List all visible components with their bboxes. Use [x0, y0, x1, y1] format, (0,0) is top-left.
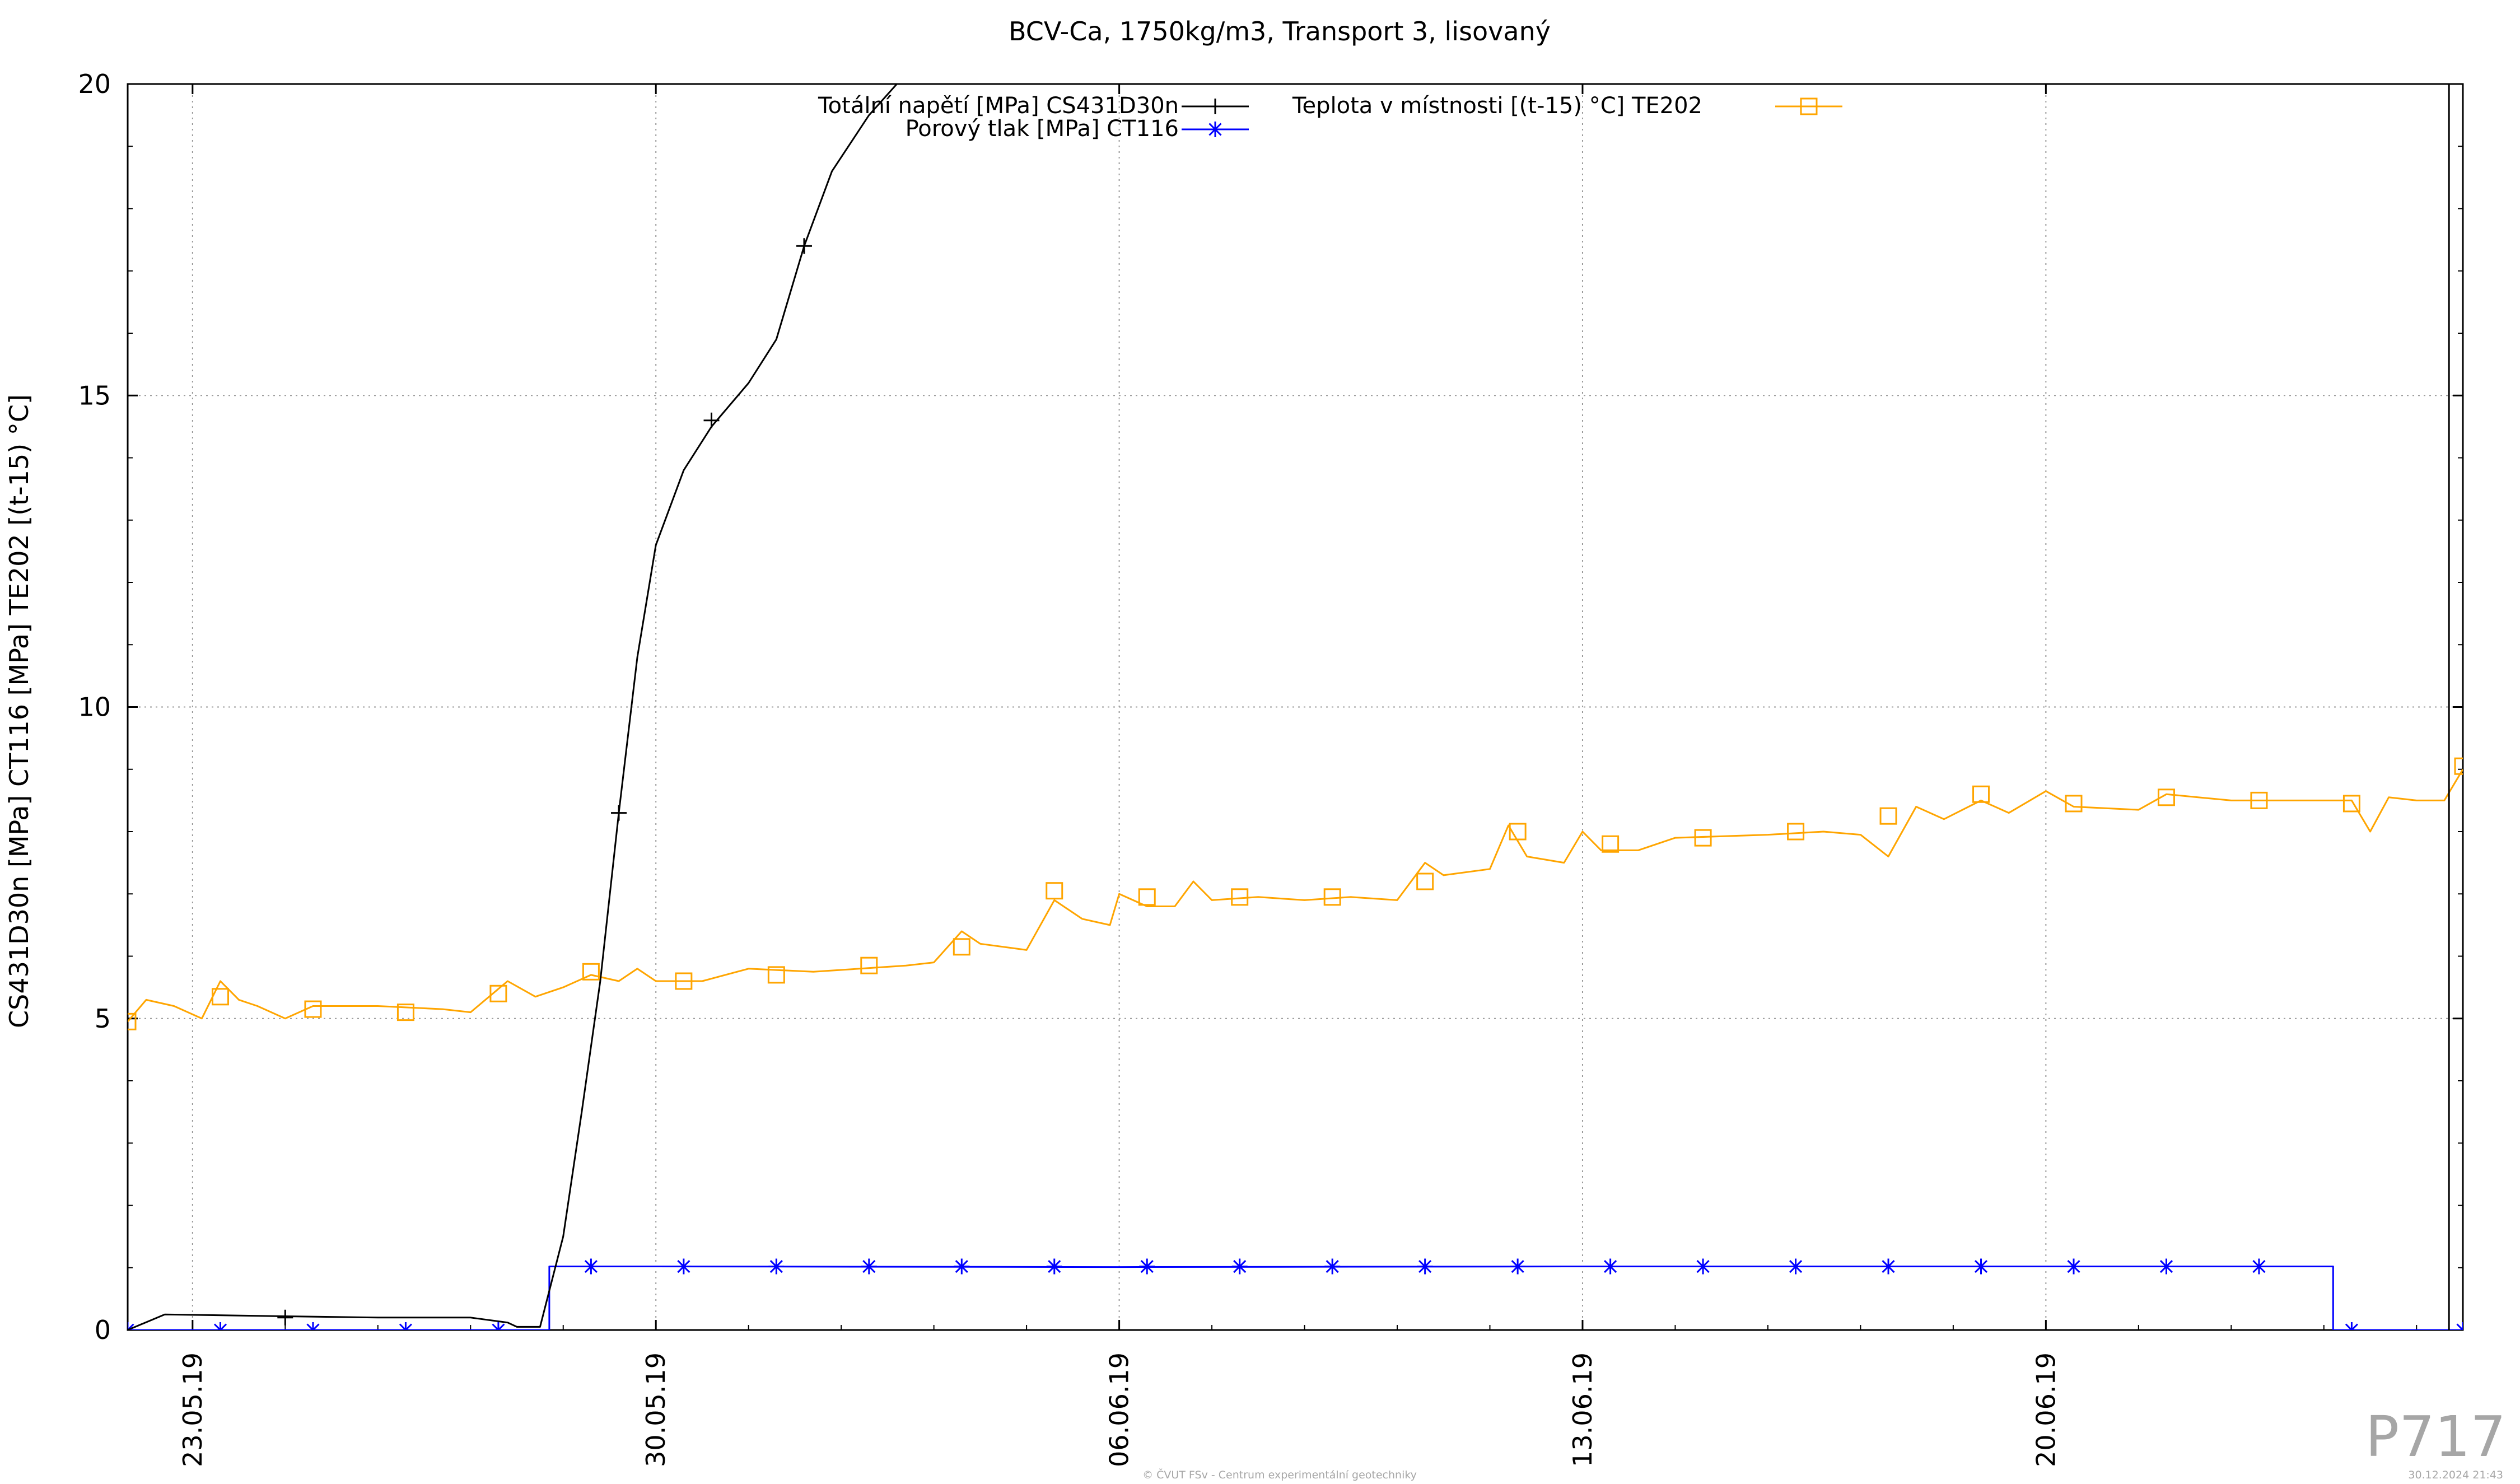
data-point	[1138, 888, 1156, 906]
data-point	[1602, 1258, 1618, 1275]
data-point	[1046, 882, 1063, 900]
data-point	[2157, 788, 2175, 806]
grid	[128, 84, 2463, 1330]
data-point	[1231, 888, 1249, 906]
data-point	[2250, 791, 2268, 809]
data-point	[1324, 1258, 1341, 1275]
data-point	[1973, 1258, 1989, 1275]
data-point	[1694, 829, 1712, 847]
data-point	[582, 963, 600, 981]
data-point	[953, 938, 970, 956]
footer-copyright: © ČVUT FSv - Centrum experimentální geot…	[1142, 1468, 1417, 1481]
data-point	[861, 1258, 877, 1275]
data-point	[1510, 1258, 1526, 1275]
x-tick-label: 06.06.19	[1104, 1352, 1135, 1467]
footer-timestamp: 30.12.2024 21:43	[2408, 1469, 2503, 1481]
y-tick-label: 20	[78, 69, 111, 99]
data-point	[490, 1322, 506, 1330]
data-point	[211, 988, 229, 1006]
plot-frame	[127, 83, 2464, 1331]
legend-marker	[1207, 99, 1223, 114]
data-point	[2342, 795, 2360, 813]
data-point	[611, 805, 627, 821]
series-group	[128, 1258, 2463, 1330]
data-point	[767, 966, 785, 984]
data-point	[2065, 795, 2083, 813]
x-tick-label: 30.05.19	[641, 1352, 671, 1467]
chart-title: BCV-Ca, 1750kg/m3, Transport 3, lisovaný	[1009, 16, 1551, 46]
legend-label: Totální napětí [MPa] CS431D30n	[818, 93, 1179, 119]
x-tick-label: 23.05.19	[178, 1352, 208, 1467]
data-point	[1046, 1258, 1062, 1275]
data-point	[2251, 1258, 2267, 1275]
y-tick-label: 10	[78, 692, 111, 722]
data-point	[2454, 757, 2463, 775]
data-point	[1417, 1258, 1433, 1275]
data-point	[768, 1258, 785, 1275]
y-tick-label: 0	[95, 1315, 111, 1345]
data-point	[1972, 785, 1990, 803]
legend-label: Porový tlak [MPa] CT116	[906, 116, 1179, 142]
x-tick-label: 13.06.19	[1567, 1352, 1598, 1467]
data-point	[2158, 1258, 2174, 1275]
x-tick-label: 20.06.19	[2031, 1352, 2061, 1467]
data-point	[1323, 888, 1341, 906]
data-point	[1416, 872, 1434, 890]
data-point	[954, 1258, 970, 1275]
data-point	[305, 1322, 321, 1330]
data-point	[398, 1322, 414, 1330]
data-point	[1509, 823, 1527, 841]
legend-label: Teplota v místnosti [(t-15) °C] TE202	[1292, 93, 1702, 119]
data-point	[277, 1309, 293, 1326]
data-point	[1139, 1258, 1155, 1275]
data-point	[489, 984, 507, 1002]
y-axis-label: CS431D30n [MPa] CT116 [MPa] TE202 [(t-15…	[4, 394, 34, 1028]
data-point	[212, 1322, 228, 1330]
series-line	[128, 769, 2463, 1023]
data-point	[583, 1258, 599, 1275]
series-group	[128, 84, 898, 1330]
data-point	[2066, 1258, 2082, 1275]
data-point	[1787, 823, 1805, 841]
data-point	[703, 412, 720, 428]
watermark: P717	[2365, 1404, 2506, 1469]
legend-marker	[1207, 122, 1223, 137]
data-point	[2455, 1322, 2463, 1330]
data-point	[2344, 1322, 2360, 1330]
data-point	[128, 1012, 137, 1030]
data-point	[796, 238, 812, 254]
y-tick-label: 5	[95, 1004, 111, 1034]
x-axis-ticks: 23.05.19 30.05.19 06.06.19 13.06.19 20.06.19	[178, 84, 2418, 1467]
series-line	[128, 1266, 2463, 1330]
data-point	[1602, 835, 1620, 853]
data-point	[1788, 1258, 1804, 1275]
data-point	[396, 1004, 414, 1021]
data-point	[1879, 807, 1897, 825]
legend-marker	[1800, 97, 1818, 115]
data-point	[1695, 1258, 1711, 1275]
data-point	[1231, 1258, 1248, 1275]
y-axis-ticks: 0 5 10 15 20	[78, 69, 2463, 1345]
y-tick-label: 15	[78, 380, 111, 410]
data-point	[860, 956, 878, 974]
series-line	[128, 84, 898, 1330]
series-group	[128, 757, 2463, 1030]
series-layer	[128, 84, 2463, 1330]
data-point	[304, 1000, 322, 1018]
data-point	[675, 1258, 692, 1275]
data-point	[1880, 1258, 1897, 1275]
data-point	[675, 972, 693, 990]
